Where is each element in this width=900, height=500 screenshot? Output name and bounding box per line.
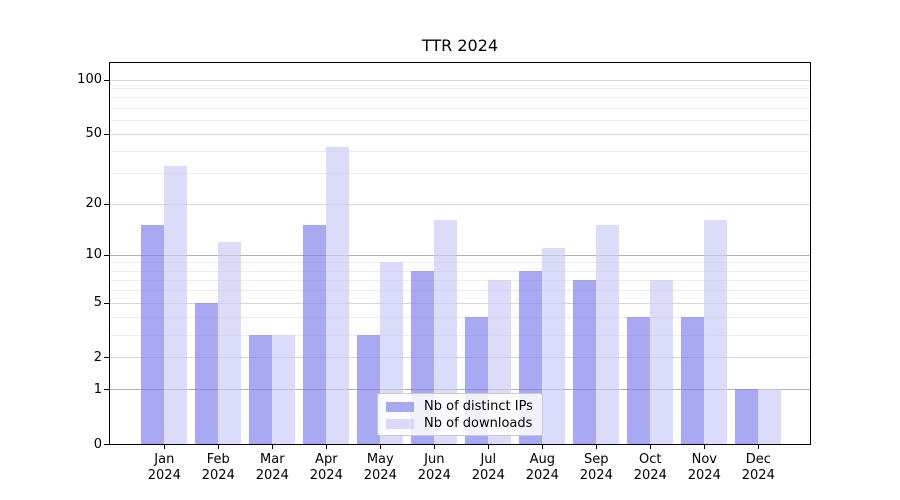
x-tick-label: Apr 2024 [309,452,343,483]
bar-distinct-ips [735,389,759,444]
x-tick-mark [758,444,760,449]
minor-gridline [110,279,810,281]
bar-distinct-ips [195,302,219,444]
bar-downloads [326,147,350,444]
bar-downloads [596,225,620,444]
x-tick-label: Jul 2024 [471,452,505,483]
minor-gridline [110,88,810,89]
major-gridline [110,133,810,135]
y-tick-mark [104,302,109,304]
x-tick-label: Aug 2024 [525,452,559,483]
y-tick-label: 20 [85,196,102,212]
bar-downloads [704,220,728,444]
x-tick-label: Mar 2024 [255,452,289,483]
legend-swatch-distinct-ips [386,401,414,412]
x-tick-mark [704,444,706,449]
y-tick-mark [104,203,109,205]
y-tick-mark [104,79,109,81]
bar-downloads [434,220,458,444]
bar-downloads [542,247,566,444]
bar-distinct-ips [627,317,651,444]
y-tick-mark [104,389,109,391]
y-tick-mark [104,357,109,359]
minor-gridline [110,290,810,292]
y-tick-mark [104,254,109,256]
x-tick-mark [488,444,490,449]
bar-distinct-ips [303,225,327,444]
minor-gridline [110,270,810,272]
x-tick-mark [434,444,436,449]
major-gridline [110,357,810,359]
bar-downloads [272,334,296,444]
minor-gridline [110,262,810,264]
x-tick-label: Oct 2024 [633,452,667,483]
minor-gridline [110,107,810,109]
y-tick-label: 10 [85,247,102,263]
bar-distinct-ips [141,225,165,444]
x-tick-label: Jan 2024 [147,452,181,483]
bar-distinct-ips [573,279,597,444]
major-gridline [110,389,810,391]
bar-distinct-ips [357,334,381,444]
x-tick-mark [326,444,328,449]
bar-downloads [758,389,782,444]
x-tick-mark [164,444,166,449]
minor-gridline [110,119,810,121]
x-tick-mark [650,444,652,449]
bar-downloads [164,165,188,444]
minor-gridline [110,173,810,174]
legend-item-label: Nb of downloads [424,416,533,431]
y-tick-label: 50 [85,126,102,142]
minor-gridline [110,97,810,99]
major-gridline [110,302,810,304]
legend-item-label: Nb of distinct IPs [424,399,533,414]
plot-area [109,62,811,445]
y-tick-label: 0 [93,436,102,452]
major-gridline [110,79,810,81]
major-gridline [110,254,810,256]
y-tick-label: 2 [93,349,102,365]
minor-gridline [110,334,810,336]
x-tick-label: Jun 2024 [417,452,451,483]
x-tick-label: Dec 2024 [741,452,775,483]
bar-distinct-ips [249,334,273,444]
y-tick-label: 1 [93,381,102,397]
bar-distinct-ips [681,317,705,444]
bar-downloads [218,241,242,444]
y-tick-mark [104,444,109,445]
legend-item: Nb of downloads [386,415,542,432]
minor-gridline [110,317,810,318]
x-tick-mark [218,444,220,449]
x-tick-mark [272,444,274,449]
x-tick-label: Sep 2024 [579,452,613,483]
y-tick-label: 5 [93,295,102,311]
x-tick-label: Feb 2024 [201,452,235,483]
bar-downloads [650,279,674,444]
legend-item: Nb of distinct IPs [386,398,542,415]
legend: Nb of distinct IPs Nb of downloads [377,393,543,436]
x-tick-mark [596,444,598,449]
chart-title: TTR 2024 [421,36,499,55]
x-tick-label: May 2024 [363,452,397,483]
legend-swatch-downloads [386,418,414,429]
minor-gridline [110,151,810,152]
y-tick-mark [104,133,109,135]
x-tick-mark [542,444,544,449]
y-tick-label: 100 [77,72,102,88]
x-tick-label: Nov 2024 [687,452,721,483]
major-gridline [110,203,810,205]
x-tick-mark [380,444,382,449]
